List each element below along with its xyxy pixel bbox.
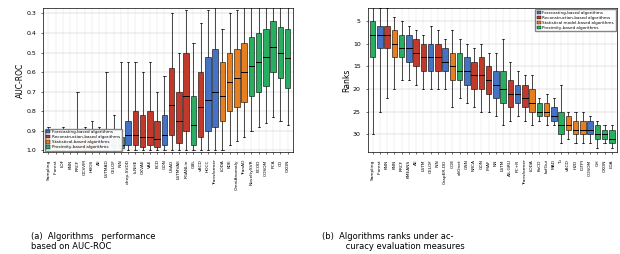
Bar: [140, 115, 146, 147]
Bar: [263, 29, 268, 86]
Bar: [580, 121, 585, 134]
Bar: [227, 53, 232, 111]
Bar: [406, 35, 412, 62]
Bar: [428, 44, 433, 71]
Bar: [414, 39, 419, 67]
Bar: [213, 49, 218, 127]
Y-axis label: AUC-ROC: AUC-ROC: [16, 62, 25, 98]
Bar: [420, 44, 426, 71]
Bar: [544, 103, 549, 116]
Bar: [508, 80, 513, 107]
Text: (a)  Algorithms   performance
based on AUC-ROC: (a) Algorithms performance based on AUC-…: [31, 232, 156, 251]
Bar: [125, 121, 131, 145]
Bar: [515, 85, 520, 103]
Bar: [500, 71, 506, 103]
Bar: [285, 29, 290, 88]
Bar: [133, 111, 138, 145]
Bar: [219, 62, 225, 121]
Bar: [82, 137, 87, 149]
Bar: [46, 137, 51, 149]
Bar: [198, 72, 203, 137]
Bar: [551, 107, 557, 121]
Bar: [370, 21, 375, 57]
Bar: [60, 141, 66, 149]
Legend: Forecasting-based algorithms, Reconstruction-based algorithms, Statistical model: Forecasting-based algorithms, Reconstruc…: [535, 9, 616, 31]
Bar: [377, 26, 383, 48]
Bar: [471, 62, 477, 89]
Bar: [450, 53, 455, 80]
Bar: [595, 125, 600, 139]
Bar: [573, 121, 578, 134]
Bar: [602, 130, 608, 139]
Bar: [536, 103, 542, 116]
Bar: [68, 141, 73, 149]
Bar: [154, 121, 160, 147]
Bar: [162, 115, 167, 145]
Bar: [522, 85, 528, 107]
Bar: [464, 57, 469, 85]
Bar: [493, 71, 498, 98]
Bar: [384, 26, 390, 48]
Bar: [559, 112, 564, 134]
Bar: [565, 116, 571, 130]
Bar: [118, 137, 124, 149]
Bar: [392, 30, 397, 57]
Bar: [249, 37, 254, 96]
Text: (b)  Algorithms ranks under ac-
         curacy evaluation measures: (b) Algorithms ranks under ac- curacy ev…: [322, 232, 465, 251]
Bar: [587, 121, 593, 134]
Bar: [435, 44, 441, 71]
Bar: [609, 130, 614, 143]
Bar: [75, 137, 80, 149]
Bar: [442, 48, 448, 71]
Bar: [89, 137, 95, 149]
Bar: [97, 139, 102, 149]
Y-axis label: Ranks: Ranks: [342, 68, 352, 92]
Legend: Forecasting-based algorithms, Reconstruction-based algorithms, Statistical-based: Forecasting-based algorithms, Reconstruc…: [45, 129, 122, 151]
Bar: [270, 21, 276, 72]
Bar: [191, 96, 196, 145]
Bar: [53, 139, 58, 149]
Bar: [234, 49, 240, 107]
Bar: [241, 43, 247, 102]
Bar: [486, 67, 492, 93]
Bar: [457, 53, 463, 80]
Bar: [176, 92, 182, 142]
Bar: [256, 33, 262, 92]
Bar: [479, 57, 484, 89]
Bar: [169, 68, 174, 135]
Bar: [278, 27, 283, 78]
Bar: [399, 35, 404, 57]
Bar: [184, 53, 189, 131]
Bar: [147, 111, 153, 145]
Bar: [529, 89, 535, 112]
Bar: [111, 139, 117, 149]
Bar: [205, 57, 211, 131]
Bar: [104, 137, 109, 149]
